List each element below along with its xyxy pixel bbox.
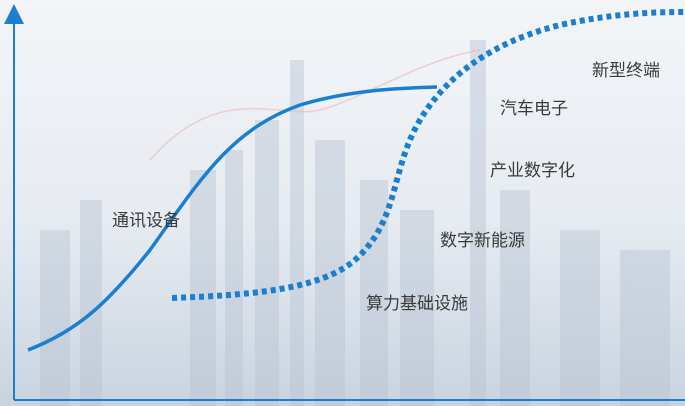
curve-label: 产业数字化 xyxy=(490,161,575,181)
faint-line xyxy=(149,49,481,161)
skyline xyxy=(40,40,670,406)
curve-label: 汽车电子 xyxy=(500,99,568,119)
curve-label: 新型终端 xyxy=(592,61,660,81)
curve-label: 算力基础设施 xyxy=(366,294,468,314)
curve-label: 数字新能源 xyxy=(440,231,525,251)
solid-curve xyxy=(27,85,438,352)
dotted-curve xyxy=(171,9,685,301)
curve-label: 通讯设备 xyxy=(112,211,180,231)
